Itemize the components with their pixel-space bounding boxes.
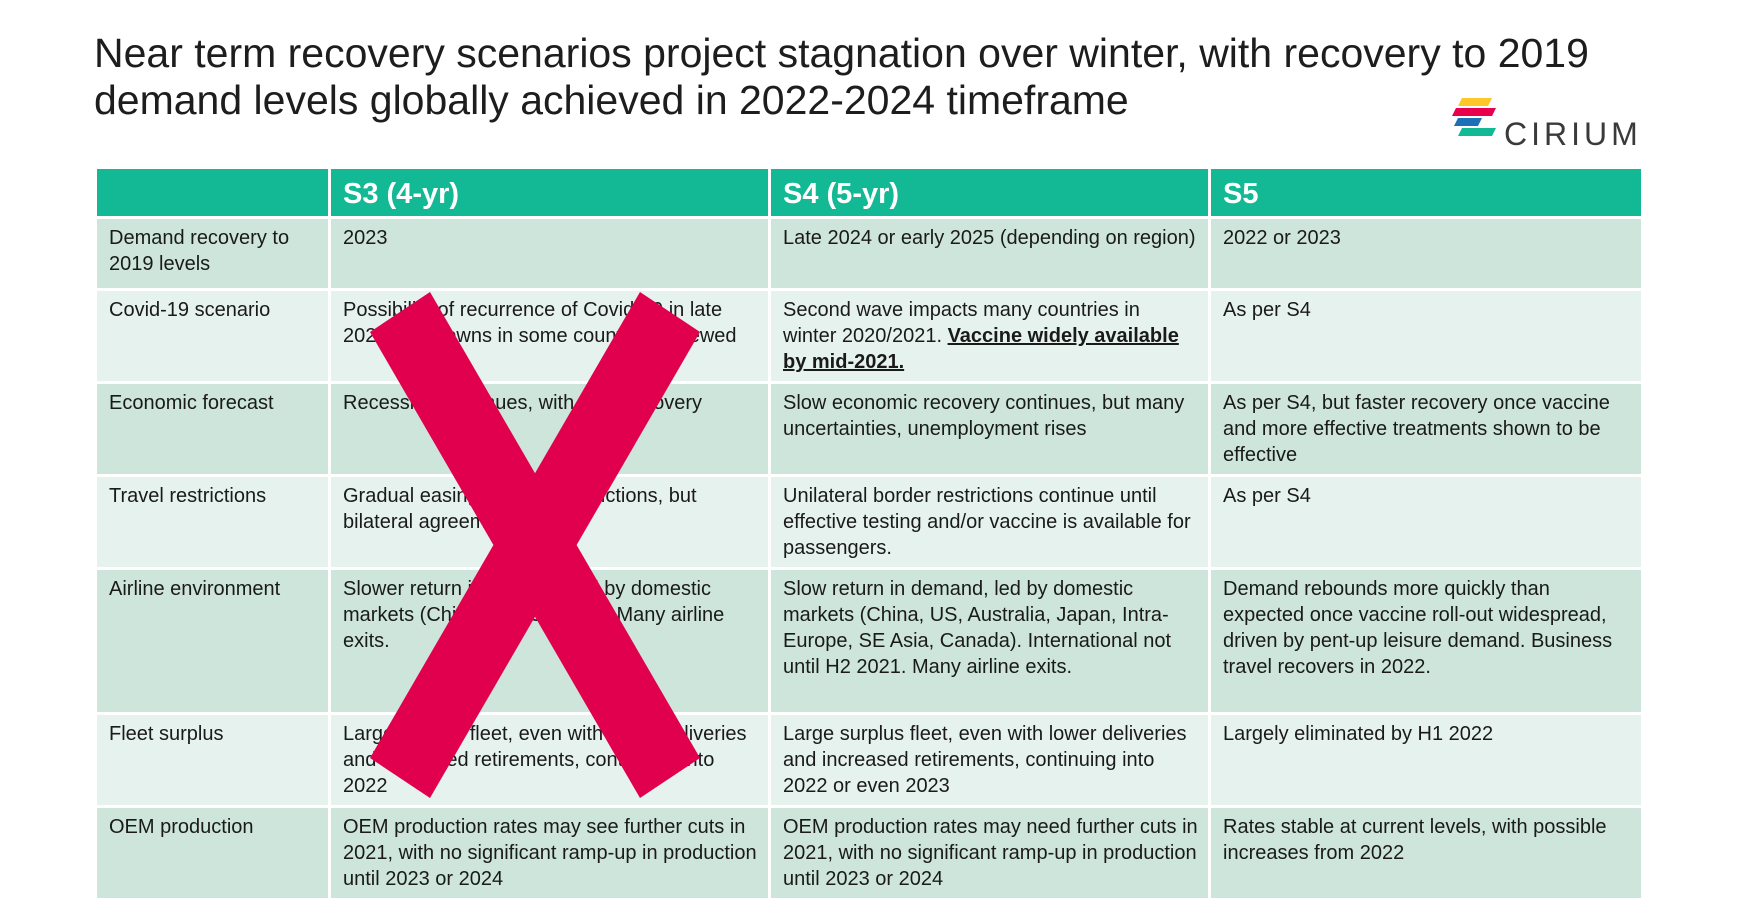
cirium-logo-icon <box>1452 98 1496 136</box>
row-label: Travel restrictions <box>94 474 331 570</box>
cell-s5: Rates stable at current levels, with pos… <box>1208 805 1644 901</box>
cell-s4: Slow return in demand, led by domestic m… <box>768 567 1211 715</box>
cell-s5: 2022 or 2023 <box>1208 216 1644 291</box>
row-label: Economic forecast <box>94 381 331 477</box>
slide-title: Near term recovery scenarios project sta… <box>94 30 1589 123</box>
table-row: OEM production OEM production rates may … <box>94 805 1644 901</box>
header-corner <box>94 166 331 219</box>
cell-s4: OEM production rates may need further cu… <box>768 805 1211 901</box>
table-row: Travel restrictions Gradual easing of tr… <box>94 474 1644 570</box>
vaccine-emphasis: Vaccine widely available by mid-2021. <box>783 325 1179 373</box>
row-label: OEM production <box>94 805 331 901</box>
cell-s5: Demand rebounds more quickly than expect… <box>1208 567 1644 715</box>
cell-s5: As per S4, but faster recovery once vacc… <box>1208 381 1644 477</box>
row-label: Fleet surplus <box>94 712 331 808</box>
cell-s4: Late 2024 or early 2025 (depending on re… <box>768 216 1211 291</box>
cell-s4: Large surplus fleet, even with lower del… <box>768 712 1211 808</box>
table-row: Covid-19 scenario Possibility of recurre… <box>94 288 1644 384</box>
cell-s5: As per S4 <box>1208 288 1644 384</box>
table-row: Economic forecast Recession continues, w… <box>94 381 1644 477</box>
header-s5: S5 <box>1208 166 1644 219</box>
header-s3: S3 (4-yr) <box>328 166 771 219</box>
table-row: Demand recovery to 2019 levels 2023 Late… <box>94 216 1644 291</box>
row-label: Airline environment <box>94 567 331 715</box>
table-row: Fleet surplus Large surplus fleet, even … <box>94 712 1644 808</box>
cell-s3: Gradual easing of travel restrictions, b… <box>328 474 771 570</box>
cell-s3: 2023 <box>328 216 771 291</box>
cell-s3: Recession continues, with slow recovery <box>328 381 771 477</box>
cell-s5: As per S4 <box>1208 474 1644 570</box>
cell-s4: Slow economic recovery continues, but ma… <box>768 381 1211 477</box>
cell-s4: Unilateral border restrictions continue … <box>768 474 1211 570</box>
cell-s5: Largely eliminated by H1 2022 <box>1208 712 1644 808</box>
table-row: Airline environment Slower return in dem… <box>94 567 1644 715</box>
cell-s4-text: Second wave impacts many countries in wi… <box>783 299 1140 347</box>
cell-s3: OEM production rates may see further cut… <box>328 805 771 901</box>
header-s4: S4 (5-yr) <box>768 166 1211 219</box>
cell-s4: Second wave impacts many countries in wi… <box>768 288 1211 384</box>
row-label: Covid-19 scenario <box>94 288 331 384</box>
cirium-wordmark: CIRIUM <box>1504 116 1642 152</box>
cell-s3: Possibility of recurrence of Covid-19 in… <box>328 288 771 384</box>
cell-s3: Large surplus fleet, even with lower del… <box>328 712 771 808</box>
table-header-row: S3 (4-yr) S4 (5-yr) S5 <box>94 166 1644 219</box>
cirium-logo: CIRIUM <box>1452 96 1642 152</box>
scenario-table: S3 (4-yr) S4 (5-yr) S5 Demand recovery t… <box>94 166 1644 901</box>
cell-s3: Slower return in demand, led by domestic… <box>328 567 771 715</box>
row-label: Demand recovery to 2019 levels <box>94 216 331 291</box>
